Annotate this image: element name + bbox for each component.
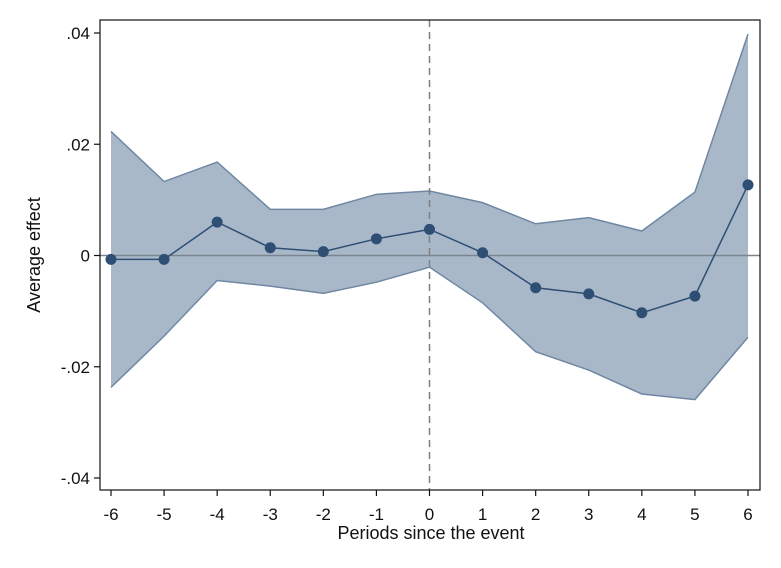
x-tick-label: 6 bbox=[743, 505, 752, 524]
y-tick-label: -.04 bbox=[61, 469, 90, 488]
ci-lower-line bbox=[110, 266, 749, 401]
x-tick-label: -1 bbox=[369, 505, 384, 524]
x-tick-label: 0 bbox=[425, 505, 434, 524]
y-tick-label: -.02 bbox=[61, 358, 90, 377]
x-tick-label: -4 bbox=[210, 505, 225, 524]
estimate-point bbox=[264, 242, 276, 254]
y-tick-label: 0 bbox=[81, 247, 90, 266]
estimate-point bbox=[689, 290, 701, 302]
estimate-point bbox=[636, 307, 648, 319]
estimate-point bbox=[583, 288, 595, 300]
y-axis-title: Average effect bbox=[24, 197, 44, 312]
y-tick-label: .02 bbox=[66, 135, 90, 154]
x-tick-label: -6 bbox=[103, 505, 118, 524]
x-tick-label: 2 bbox=[531, 505, 540, 524]
estimate-point bbox=[158, 253, 170, 265]
estimate-point bbox=[105, 253, 117, 265]
y-tick-label: .04 bbox=[66, 24, 90, 43]
x-tick-label: 5 bbox=[690, 505, 699, 524]
x-axis-title: Periods since the event bbox=[337, 523, 524, 543]
x-tick-label: -2 bbox=[316, 505, 331, 524]
x-tick-label: 4 bbox=[637, 505, 646, 524]
plot-area bbox=[100, 20, 760, 490]
x-tick-label: -5 bbox=[157, 505, 172, 524]
x-tick-label: 3 bbox=[584, 505, 593, 524]
estimate-point bbox=[317, 246, 329, 258]
estimate-point bbox=[370, 233, 382, 245]
estimate-point bbox=[477, 247, 489, 259]
estimate-point bbox=[742, 179, 754, 191]
x-tick-label: -3 bbox=[263, 505, 278, 524]
axes: -6 -5 -4 -3 -2 -1 0 1 2 3 4 5 6 .04 .02 0 -.02 -.04 bbox=[61, 19, 761, 524]
estimate-point bbox=[424, 223, 435, 235]
estimate-point bbox=[530, 282, 542, 294]
x-tick-label: 1 bbox=[478, 505, 487, 524]
estimate-point bbox=[211, 216, 223, 228]
